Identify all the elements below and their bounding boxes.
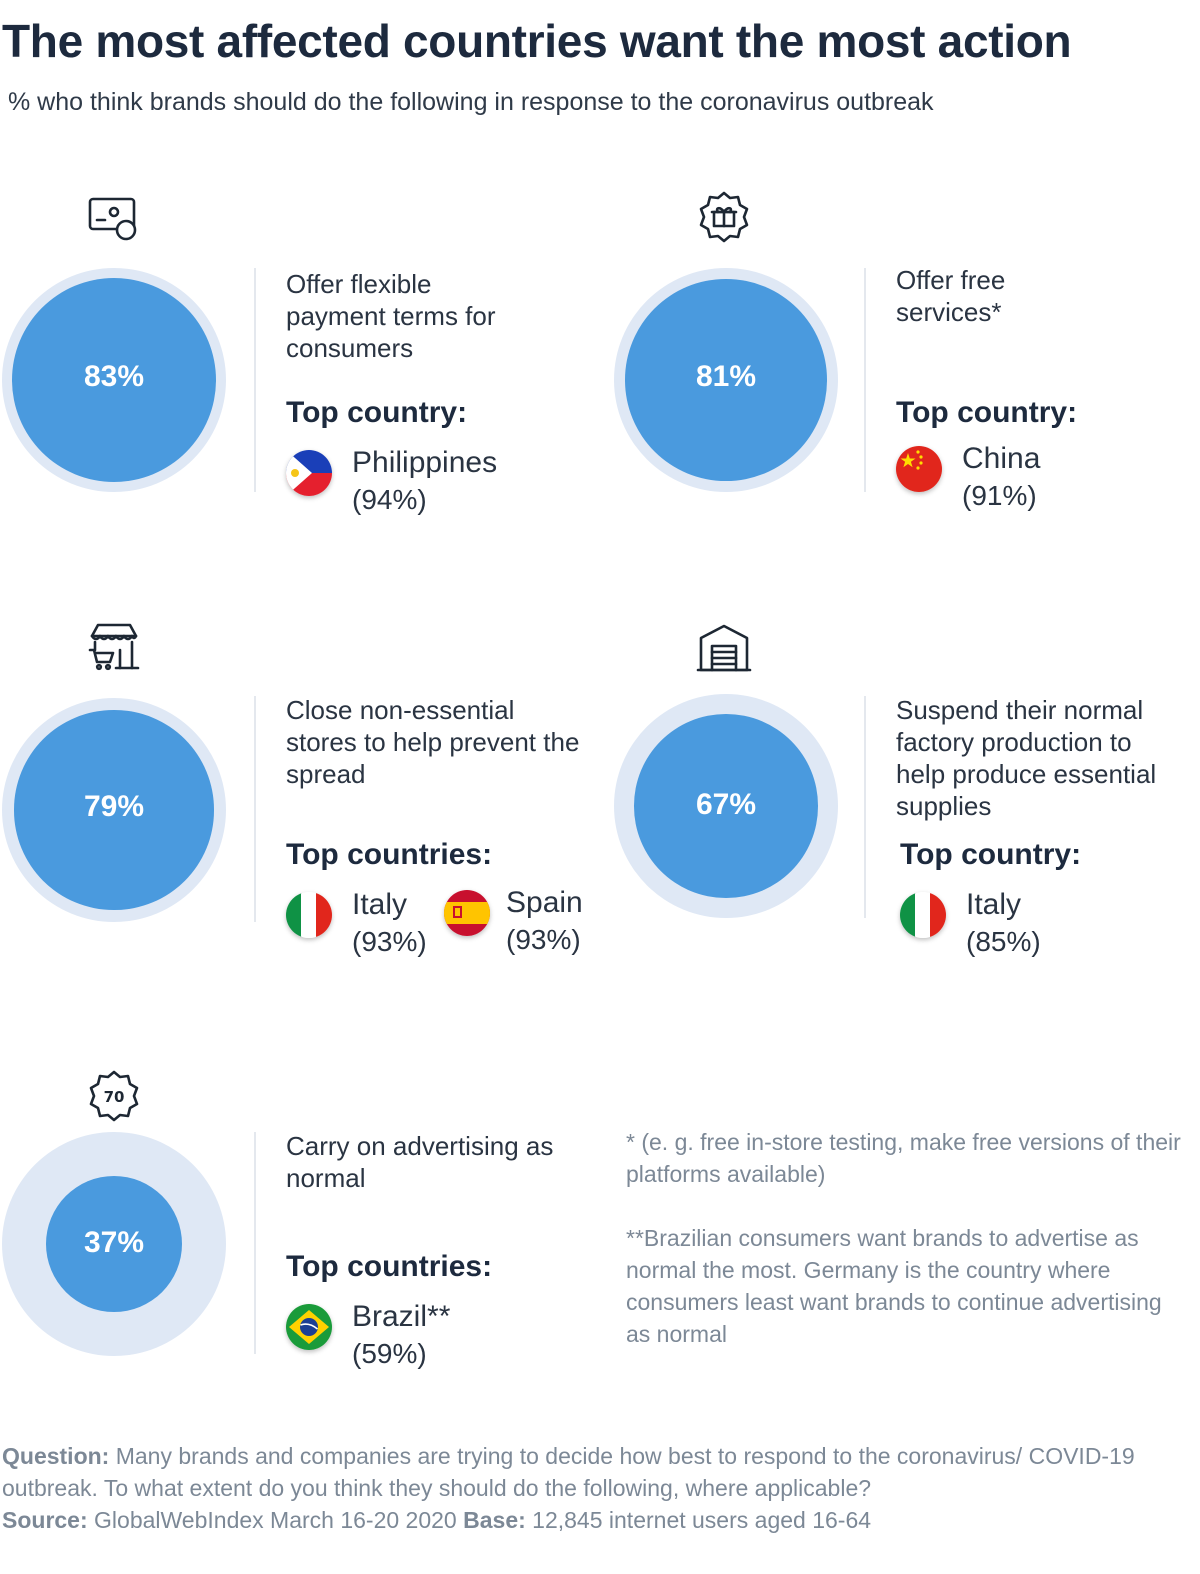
footnote-brazil: **Brazilian consumers want brands to adv…	[626, 1225, 1162, 1347]
stat-item-free-services: 81% Offer free services* Top country: Ch…	[612, 190, 1200, 550]
question-text: Many brands and companies are trying to …	[2, 1443, 1135, 1501]
page-subtitle: % who think brands should do the followi…	[8, 88, 934, 116]
warehouse-icon	[696, 620, 752, 676]
italy-flag-icon	[286, 892, 332, 938]
gift-badge-icon	[696, 190, 752, 246]
item-label: Close non-essential stores to help preve…	[286, 695, 580, 789]
credit-card-icon	[86, 190, 142, 246]
source-label: Source:	[2, 1507, 88, 1533]
value-label: 83%	[83, 360, 145, 393]
italy-flag-icon	[900, 892, 946, 938]
badge-70-icon: 70	[86, 1068, 142, 1124]
country-name: Italy	[352, 888, 408, 921]
value-disc	[634, 714, 818, 898]
item-label: Suspend their normal factory production …	[896, 695, 1157, 821]
value-label: 81%	[695, 360, 757, 393]
top-country-heading: Top country:	[896, 396, 1078, 429]
value-disc	[625, 279, 827, 481]
svg-text:70: 70	[104, 1088, 125, 1106]
country-value: (93%)	[352, 926, 427, 957]
country-name: Philippines	[352, 446, 498, 479]
base-label: Base:	[463, 1507, 526, 1533]
item-label: Offer free services*	[896, 265, 1006, 327]
page-title: The most affected countries want the mos…	[2, 15, 1072, 67]
china-flag-icon	[896, 446, 942, 492]
top-country-heading: Top countries:	[286, 838, 493, 871]
stat-item-advertising: 70 37% Carry on advertising as normal To…	[0, 1068, 600, 1428]
brazil-flag-icon	[286, 1304, 332, 1350]
footnote-free-services: * (e. g. free in-store testing, make fre…	[626, 1129, 1181, 1187]
spain-flag-icon	[444, 890, 490, 936]
value-disc	[45, 1175, 183, 1313]
top-country-heading: Top countries:	[286, 1250, 493, 1283]
item-label: Offer flexible payment terms for consume…	[286, 269, 496, 363]
philippines-flag-icon	[286, 450, 332, 496]
value-label: 67%	[695, 788, 757, 821]
value-disc	[14, 710, 214, 910]
country-value: (85%)	[966, 926, 1041, 957]
source-text: GlobalWebIndex March 16-20 2020	[94, 1507, 457, 1533]
base-text: 12,845 internet users aged 16-64	[532, 1507, 872, 1533]
store-cart-icon	[86, 620, 142, 676]
top-country-heading: Top country:	[286, 396, 468, 429]
country-value: (94%)	[352, 484, 427, 515]
value-label: 37%	[83, 1226, 145, 1259]
value-label: 79%	[83, 790, 145, 823]
country-name: China	[962, 442, 1041, 475]
top-country-heading: Top country:	[900, 838, 1082, 871]
source-footer: Question: Many brands and companies are …	[2, 1440, 1192, 1536]
stat-item-flexible-payment: 83% Offer flexible payment terms for con…	[0, 190, 600, 550]
country-value: (59%)	[352, 1338, 427, 1369]
country-name: Spain	[506, 886, 583, 919]
country-value: (91%)	[962, 480, 1037, 511]
stat-item-suspend-production: 67% Suspend their normal factory product…	[612, 620, 1200, 980]
country-name: Brazil**	[352, 1300, 451, 1333]
stat-item-close-stores: 79% Close non-essential stores to help p…	[0, 620, 600, 980]
value-disc	[11, 277, 217, 483]
question-label: Question:	[2, 1443, 110, 1469]
item-label: Carry on advertising as normal	[286, 1131, 554, 1193]
country-value: (93%)	[506, 924, 581, 955]
country-name: Italy	[966, 888, 1022, 921]
